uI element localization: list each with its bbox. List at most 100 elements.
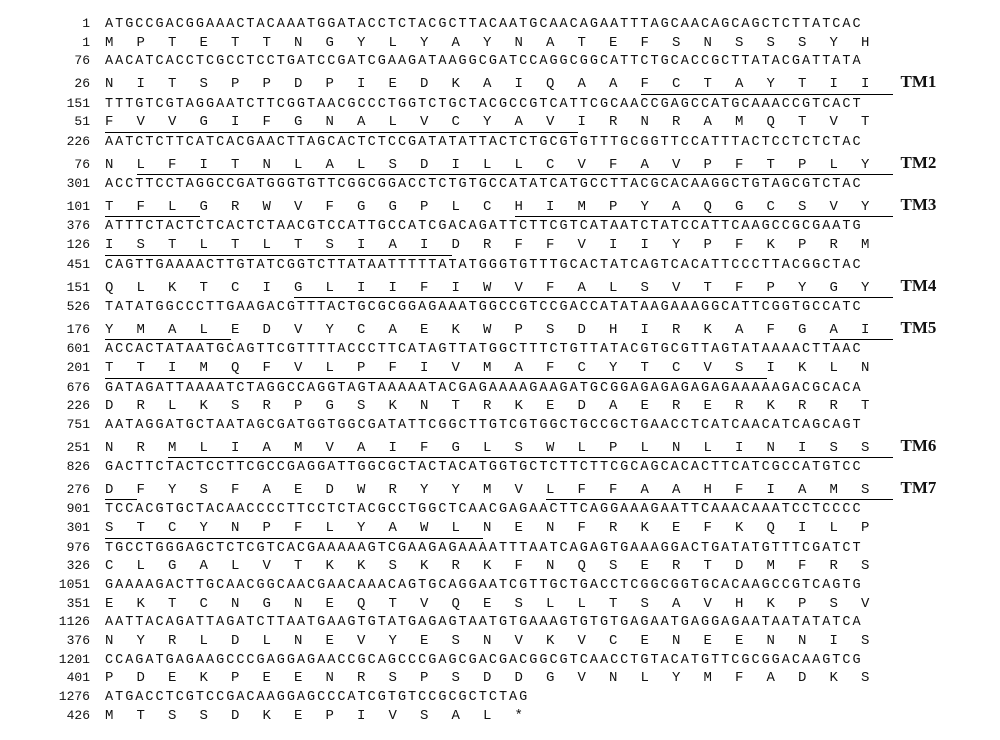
- residue: G: [294, 113, 326, 132]
- residue: E: [200, 34, 232, 52]
- residue: P: [357, 359, 389, 378]
- residue: Y: [483, 113, 515, 132]
- aa-row: 376NYRLDLNEVYESNVKVCENEENNIS: [15, 632, 985, 650]
- dna-row: 1276ATGACCTCGTCCGACAAGGAGCCCATCGTGTCCGCG…: [15, 688, 985, 707]
- residue: I: [420, 236, 452, 255]
- residue: T: [704, 557, 736, 575]
- residue: N: [641, 113, 673, 132]
- residue: L: [830, 519, 862, 538]
- tm-label: TM2: [901, 152, 937, 174]
- position-number: 76: [15, 52, 105, 69]
- residue: R: [389, 481, 421, 500]
- residue: I: [798, 439, 830, 458]
- residue: I: [641, 321, 673, 340]
- residue: I: [767, 359, 799, 378]
- residue: L: [137, 279, 169, 298]
- dna-row: 1201CCAGATGAGAAGCCCGAGGAGAACCGCAGCCCGAGC…: [15, 651, 985, 670]
- residue: F: [168, 156, 200, 175]
- residue: S: [200, 75, 232, 94]
- residue: A: [200, 557, 232, 575]
- residue: T: [137, 359, 169, 378]
- residue: C: [231, 279, 263, 298]
- residue: P: [263, 75, 295, 94]
- residue: T: [641, 359, 673, 378]
- residue: R: [672, 397, 704, 415]
- residue: I: [452, 156, 484, 175]
- residue: K: [798, 359, 830, 378]
- residue: Y: [389, 632, 421, 650]
- residue: D: [326, 481, 358, 500]
- residue: K: [420, 557, 452, 575]
- dna-sequence: ACCTTCCTAGGCCGATGGGTGTTCGGCGGACCTCTGTGCC…: [105, 176, 863, 194]
- residue: K: [168, 279, 200, 298]
- dna-row: 151TTTGTCGTAGGAATCTTCGGTAACGCCCTGGTCTGCT…: [15, 95, 985, 114]
- residue: S: [641, 279, 673, 298]
- residue: N: [105, 439, 137, 458]
- residue: A: [515, 113, 547, 132]
- residue: C: [609, 632, 641, 650]
- residue: Q: [578, 557, 610, 575]
- residue: G: [168, 557, 200, 575]
- residue: W: [420, 519, 452, 538]
- residue: M: [168, 439, 200, 458]
- residue: R: [483, 397, 515, 415]
- residue: N: [294, 34, 326, 52]
- residue: N: [672, 632, 704, 650]
- aa-sequence: FVVGIFGNALVCYAVIRNRAMQTVT: [105, 113, 893, 132]
- residue: L: [483, 439, 515, 458]
- residue: Y: [798, 279, 830, 298]
- residue: N: [105, 75, 137, 94]
- residue: Y: [137, 632, 169, 650]
- dna-row: 1ATGCCGACGGAAACTACAAATGGATACCTCTACGCTTAC…: [15, 15, 985, 34]
- residue: R: [137, 397, 169, 415]
- residue: A: [546, 34, 578, 52]
- residue: P: [326, 707, 358, 725]
- dna-sequence: GAAAAGACTTGCAACGGCAACGAACAAACAGTGCAGGAAT…: [105, 577, 863, 595]
- dna-sequence: AATTACAGATTAGATCTTAATGAAGTGTATGAGAGTAATG…: [105, 614, 863, 632]
- residue: A: [609, 75, 641, 94]
- residue: L: [137, 156, 169, 175]
- residue: L: [578, 439, 610, 458]
- residue: P: [609, 439, 641, 458]
- residue: R: [168, 632, 200, 650]
- position-number: 1: [15, 34, 105, 51]
- residue: P: [798, 595, 830, 613]
- residue: S: [515, 439, 547, 458]
- residue: V: [294, 198, 326, 217]
- residue: T: [798, 75, 830, 94]
- residue: I: [168, 359, 200, 378]
- dna-row: 601ACCACTATAATGCAGTTCGTTTTACCCTTCATAGTTA…: [15, 340, 985, 359]
- position-number: 126: [15, 236, 105, 253]
- position-number: 976: [15, 539, 105, 556]
- residue: V: [830, 113, 862, 132]
- residue: E: [105, 595, 137, 613]
- residue: S: [861, 632, 893, 650]
- residue: T: [105, 359, 137, 378]
- residue: G: [798, 321, 830, 340]
- dna-sequence: TTTGTCGTAGGAATCTTCGGTAACGCCCTGGTCTGCTACG…: [105, 96, 863, 114]
- residue: T: [168, 236, 200, 255]
- residue: S: [200, 481, 232, 500]
- position-number: 601: [15, 340, 105, 357]
- residue: K: [389, 397, 421, 415]
- residue: N: [326, 113, 358, 132]
- dna-sequence: ATGCCGACGGAAACTACAAATGGATACCTCTACGCTTACA…: [105, 16, 863, 34]
- residue: Y: [357, 519, 389, 538]
- residue: F: [546, 359, 578, 378]
- residue: L: [515, 156, 547, 175]
- residue: C: [200, 595, 232, 613]
- dna-row: 676GATAGATTAAAATCTAGGCCAGGTAGTAAAAATACGA…: [15, 379, 985, 398]
- residue: E: [735, 632, 767, 650]
- residue: W: [357, 481, 389, 500]
- residue: W: [483, 321, 515, 340]
- residue: S: [200, 707, 232, 725]
- aa-row: 101TFLGRWVFGGPLCHIMPYAQGCSVYTM3: [15, 194, 985, 217]
- residue: L: [263, 632, 295, 650]
- residue: P: [704, 236, 736, 255]
- residue: A: [672, 481, 704, 500]
- residue: P: [515, 321, 547, 340]
- residue: P: [420, 198, 452, 217]
- residue: M: [200, 359, 232, 378]
- tm-label: TM1: [901, 71, 937, 93]
- residue: D: [263, 321, 295, 340]
